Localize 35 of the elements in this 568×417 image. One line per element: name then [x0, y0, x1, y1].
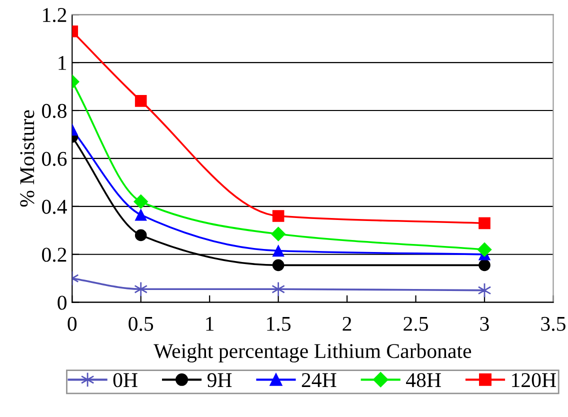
y-tick-label: 0.2 — [42, 248, 66, 262]
x-tick-label: 0.5 — [128, 316, 154, 331]
point — [271, 226, 286, 242]
point — [272, 210, 284, 222]
legend-label: 48H — [406, 373, 441, 388]
point — [272, 282, 286, 297]
x-tick-label: 3 — [480, 316, 489, 331]
point — [272, 259, 284, 272]
point — [272, 244, 284, 257]
point — [478, 217, 490, 230]
point — [134, 194, 148, 209]
x-tick-label: 2.5 — [404, 316, 428, 331]
point — [477, 242, 492, 257]
x-tick-label: 1.5 — [267, 316, 291, 331]
y-tick-label: 1 — [58, 56, 66, 70]
y-tick-label: 0.6 — [42, 152, 67, 166]
x-tick-label: 2 — [342, 316, 352, 331]
x-axis-title: Weight percentage Lithium Carbonate — [154, 343, 472, 362]
y-tick-label: 0 — [58, 296, 66, 310]
y-tick-label: 0.8 — [42, 104, 66, 118]
legend-label: 0H — [113, 373, 138, 388]
x-tick-label: 3.5 — [541, 316, 566, 331]
point — [134, 95, 147, 107]
legend-label: 9H — [207, 373, 232, 388]
y-tick-label: 0.4 — [42, 200, 67, 214]
legend-label: 24H — [302, 373, 336, 387]
legend-label: 120H — [512, 373, 556, 388]
y-axis-title: % Moisture — [20, 110, 34, 207]
y-tick-label: 1.2 — [43, 8, 66, 22]
point — [134, 208, 147, 221]
x-tick-label: 0 — [68, 316, 77, 331]
x-tick-label: 1 — [206, 316, 214, 331]
point — [134, 282, 148, 297]
point — [134, 229, 147, 242]
point — [478, 259, 490, 272]
